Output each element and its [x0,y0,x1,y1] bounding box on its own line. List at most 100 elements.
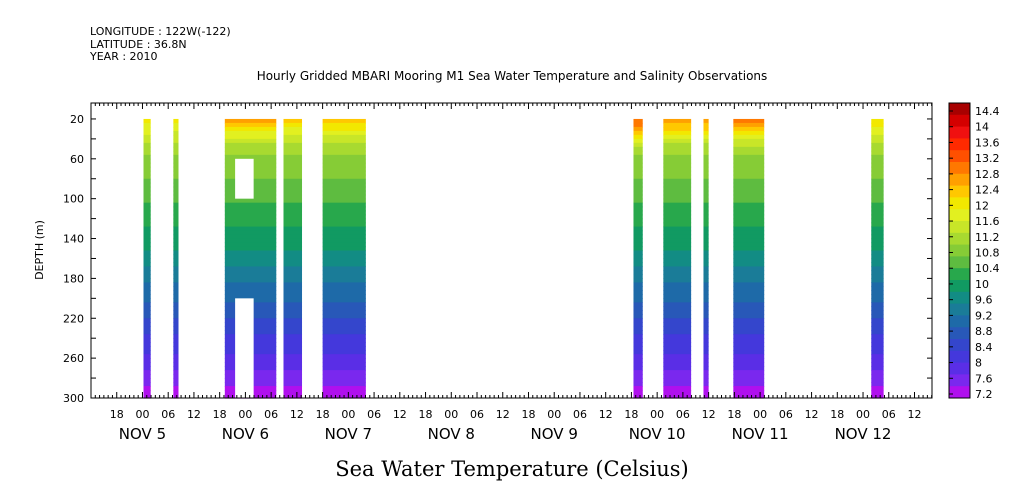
temperature-cell [283,234,303,240]
temperature-cell [733,374,765,379]
x-tick-label: 00 [135,408,149,421]
temperature-cell [224,202,277,208]
temperature-cell [143,122,151,128]
temperature-cell [173,354,179,359]
temperature-cell [663,394,692,399]
x-tick-label: 18 [213,408,227,421]
temperature-cell [633,250,643,256]
temperature-cell [633,138,643,144]
temperature-cell [871,386,884,391]
temperature-cell [322,294,366,299]
temperature-cell [733,322,765,327]
temperature-cell [173,194,179,200]
temperature-cell [733,218,765,224]
temperature-cell [283,214,303,220]
temperature-cell [322,382,366,387]
temperature-cell [283,274,303,280]
temperature-cell [733,362,765,367]
temperature-cell [283,354,303,359]
temperature-cell [871,194,884,200]
temperature-cell [633,170,643,176]
temperature-cell [283,346,303,351]
temperature-cell [733,390,765,395]
temperature-cell [663,122,692,128]
temperature-cell [703,322,709,327]
temperature-cell [143,210,151,216]
temperature-cell [224,150,277,156]
temperature-cell [733,366,765,371]
temperature-cell [143,338,151,343]
temperature-cell [703,130,709,136]
temperature-cell [143,150,151,156]
temperature-cell [871,226,884,232]
temperature-cell [871,162,884,168]
temperature-cell [733,290,765,295]
temperature-cell [322,130,366,136]
temperature-cell [733,194,765,200]
colorbar-swatch [949,280,970,293]
colorbar-swatch [949,114,970,128]
temperature-cell [143,298,151,303]
temperature-cell [322,290,366,295]
colorbar-swatch [949,173,970,187]
temperature-cell [871,346,884,351]
temperature-cell [871,198,884,204]
temperature-cell [283,118,303,124]
temperature-cell [733,342,765,347]
temperature-cell [173,262,179,268]
temperature-cell [173,274,179,280]
temperature-cell [283,262,303,268]
temperature-cell [663,146,692,152]
temperature-cell [283,366,303,371]
temperature-cell [224,210,277,216]
colorbar-swatch [949,291,970,305]
temperature-cell [871,142,884,148]
temperature-cell [173,178,179,184]
temperature-cell [143,346,151,351]
temperature-cell [283,382,303,387]
temperature-cell [173,166,179,172]
temperature-cell [703,154,709,160]
data-segment [173,118,179,399]
temperature-cell [703,366,709,371]
temperature-cell [283,378,303,383]
temperature-cell [703,326,709,331]
temperature-cell [173,234,179,240]
temperature-cell [633,306,643,311]
temperature-cell [633,390,643,395]
temperature-cell [283,226,303,232]
temperature-cell [143,386,151,391]
temperature-cell [322,238,366,244]
temperature-cell [871,150,884,156]
temperature-cell [663,154,692,160]
temperature-cell [173,182,179,188]
temperature-cell [663,254,692,260]
temperature-cell [663,270,692,276]
temperature-cell [143,190,151,196]
temperature-cell [283,266,303,272]
temperature-cell [703,174,709,180]
temperature-cell [663,222,692,228]
temperature-cell [633,206,643,212]
temperature-cell [663,358,692,363]
temperature-cell [283,230,303,236]
temperature-cell [703,298,709,303]
temperature-cell [703,162,709,168]
temperature-cell [871,366,884,371]
x-tick-label: 18 [727,408,741,421]
temperature-cell [663,374,692,379]
temperature-cell [663,378,692,383]
colorbar-swatch [949,209,970,222]
temperature-cell [283,306,303,311]
temperature-cell [224,226,277,232]
temperature-cell [322,378,366,383]
temperature-cell [322,214,366,220]
temperature-cell [871,342,884,347]
temperature-cell [871,234,884,240]
temperature-cell [703,214,709,220]
temperature-cell [283,310,303,315]
temperature-cell [663,382,692,387]
temperature-cell [871,130,884,136]
colorbar-swatch [949,232,970,246]
